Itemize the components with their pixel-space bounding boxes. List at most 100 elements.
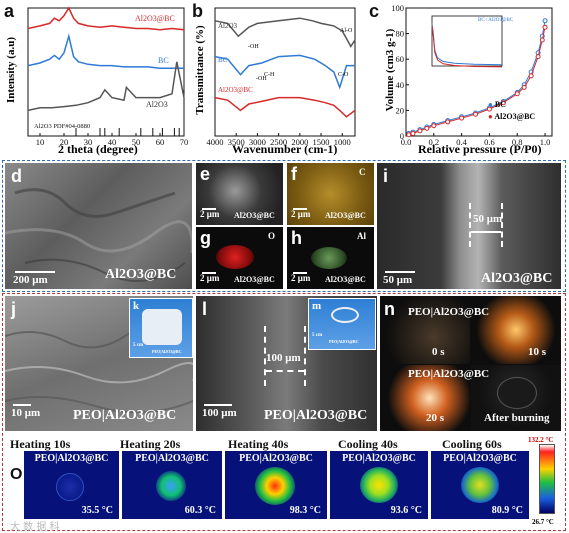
eds-map-al: h Al 2 μm Al2O3@BC	[287, 227, 374, 289]
time-10s: 10 s	[528, 346, 547, 358]
burnt-sample	[497, 377, 537, 409]
flame-frame-0s	[380, 296, 470, 364]
scale-text-h: 2 μm	[291, 273, 311, 283]
bet-data-point	[535, 54, 541, 60]
scale-text-d: 200 μm	[13, 274, 48, 286]
thickness-text-l: 100 μm	[266, 352, 301, 364]
bet-data-point	[445, 119, 451, 125]
bet-data-point	[500, 100, 506, 106]
caption-h: Al2O3@BC	[325, 275, 366, 284]
ftir-series-al2o3: Al2O3	[218, 22, 238, 30]
ftir-xtick-label: 1000	[334, 137, 351, 147]
bet-series-line	[408, 27, 546, 136]
bet-ytick-label: 0	[400, 131, 404, 141]
thermal-spot-2	[156, 471, 186, 501]
caption-i: Al2O3@BC	[481, 271, 553, 286]
thermal-frame-3: PEO|Al2O3@BC 98.3 °C	[225, 451, 327, 519]
bet-xtick-label: 0.0	[401, 137, 412, 147]
caption-n-bottom: PEO|Al2O3@BC	[408, 368, 490, 380]
ftir-xtick-label: 3500	[228, 137, 245, 147]
ftir-plot-frame	[214, 7, 356, 137]
thermal-title-3: Heating 40s	[228, 437, 289, 451]
scale-text-i: 50 μm	[383, 274, 413, 286]
scale-text-l: 100 μm	[202, 407, 237, 419]
thermal-title-2: Heating 20s	[120, 437, 181, 451]
thickness-arrow-l	[266, 370, 304, 372]
xrd-xtick-label: 50	[132, 137, 141, 147]
film-sample-k	[142, 309, 182, 345]
bet-data-point	[406, 132, 412, 138]
xrd-series-line	[27, 33, 184, 69]
bet-data-point	[486, 106, 492, 112]
watermark: 大 数 据 科	[10, 522, 60, 533]
thickness-line-left-l	[264, 326, 266, 386]
xrd-xlabel: 2 theta (degree)	[58, 142, 138, 156]
panel-j-label: j	[11, 299, 17, 319]
thermal-caption-3: PEO|Al2O3@BC	[239, 453, 313, 464]
xrd-ylabel: Intensity (a.u)	[5, 37, 17, 104]
thermal-caption-2: PEO|Al2O3@BC	[135, 453, 209, 464]
sem-blue-frame	[2, 160, 566, 292]
bet-data-point	[521, 84, 527, 90]
caption-l: PEO|Al2O3@BC	[264, 408, 368, 423]
thickness-line-right-i	[501, 203, 503, 247]
xrd-series-line	[27, 6, 185, 31]
bet-ylabel: Volume (cm3 g-1)	[384, 28, 396, 112]
panel-f-label: f	[291, 164, 297, 184]
xrd-xtick-label: 20	[60, 137, 69, 147]
scale-text-j: 10 μm	[11, 407, 41, 419]
bet-data-point	[410, 130, 416, 136]
ftir-series-line	[214, 17, 356, 48]
panel-c-label: c	[369, 1, 380, 21]
xrd-series-line	[27, 61, 185, 112]
flame-test-n: n PEO|Al2O3@BC 0 s 10 s PEO|Al2O3@BC 20 …	[380, 296, 561, 431]
thermal-spot-5	[461, 467, 499, 503]
thermal-spot-1	[56, 473, 84, 501]
thermal-temp-3: 98.3 °C	[289, 505, 321, 516]
panel-m-label: m	[312, 300, 322, 312]
bet-data-point	[473, 111, 479, 117]
ftir-annot-ch: C-H	[264, 72, 275, 78]
photo-inset-k: k 5 cm PEO|Al2O3@BC	[129, 298, 193, 358]
panel-h-label: h	[291, 228, 302, 248]
bet-data-point	[539, 37, 545, 43]
bet-data-point	[514, 91, 520, 97]
eds-element-c: C	[359, 167, 366, 177]
caption-n-top: PEO|Al2O3@BC	[408, 306, 490, 318]
xrd-xtick-label: 10	[36, 137, 45, 147]
ftir-xtick-label: 3000	[249, 137, 266, 147]
thermal-frame-4: PEO|Al2O3@BC 93.6 °C	[330, 451, 428, 519]
thermal-spot-3	[255, 467, 295, 505]
thermal-temp-1: 35.5 °C	[81, 505, 113, 516]
panel-o-label: O	[10, 466, 23, 483]
bet-ytick-label: 60	[396, 54, 405, 64]
thermal-temp-5: 80.9 °C	[491, 505, 523, 516]
xrd-xtick-label: 40	[108, 137, 117, 147]
inset-series-line	[431, 25, 503, 68]
panel-k-label: k	[133, 300, 140, 312]
xrd-xtick-label: 30	[84, 137, 93, 147]
bet-legend-bc: ● BC	[488, 100, 506, 109]
ftir-annot-alo: Al-O	[340, 28, 353, 34]
panel-l-label: l	[202, 299, 208, 319]
xrd-xtick-label: 70	[180, 137, 189, 147]
bet-xtick-label: 0.2	[428, 137, 439, 147]
thermal-caption-1: PEO|Al2O3@BC	[34, 453, 109, 464]
sem-image-j: j 10 μm PEO|Al2O3@BC k 5 cm PEO|Al2O3@BC	[5, 296, 193, 431]
ftir-series-line	[214, 54, 355, 90]
scale-bar-g	[202, 272, 216, 274]
bet-data-point	[528, 73, 534, 79]
caption-m: PEO|Al2O3@BC	[329, 339, 359, 344]
thermal-spot-4	[360, 467, 398, 503]
ftir-xlabel: Wavenumber (cm-1)	[232, 142, 338, 156]
time-after-burning: After burning	[484, 412, 550, 424]
bet-ytick-label: 80	[396, 29, 405, 39]
thickness-line-left-i	[469, 203, 471, 247]
bet-legend-al2o3bc: ● Al2O3@BC	[488, 112, 536, 121]
scale-text-f: 2 μm	[291, 209, 311, 219]
thermal-temp-4: 93.6 °C	[390, 505, 422, 516]
scale-bar-i	[385, 271, 415, 273]
scale-bar-f	[293, 208, 307, 210]
xrd-x-ticks: 10 20 30 40 50 60 70	[36, 133, 189, 147]
thickness-line-right-l	[304, 326, 306, 386]
